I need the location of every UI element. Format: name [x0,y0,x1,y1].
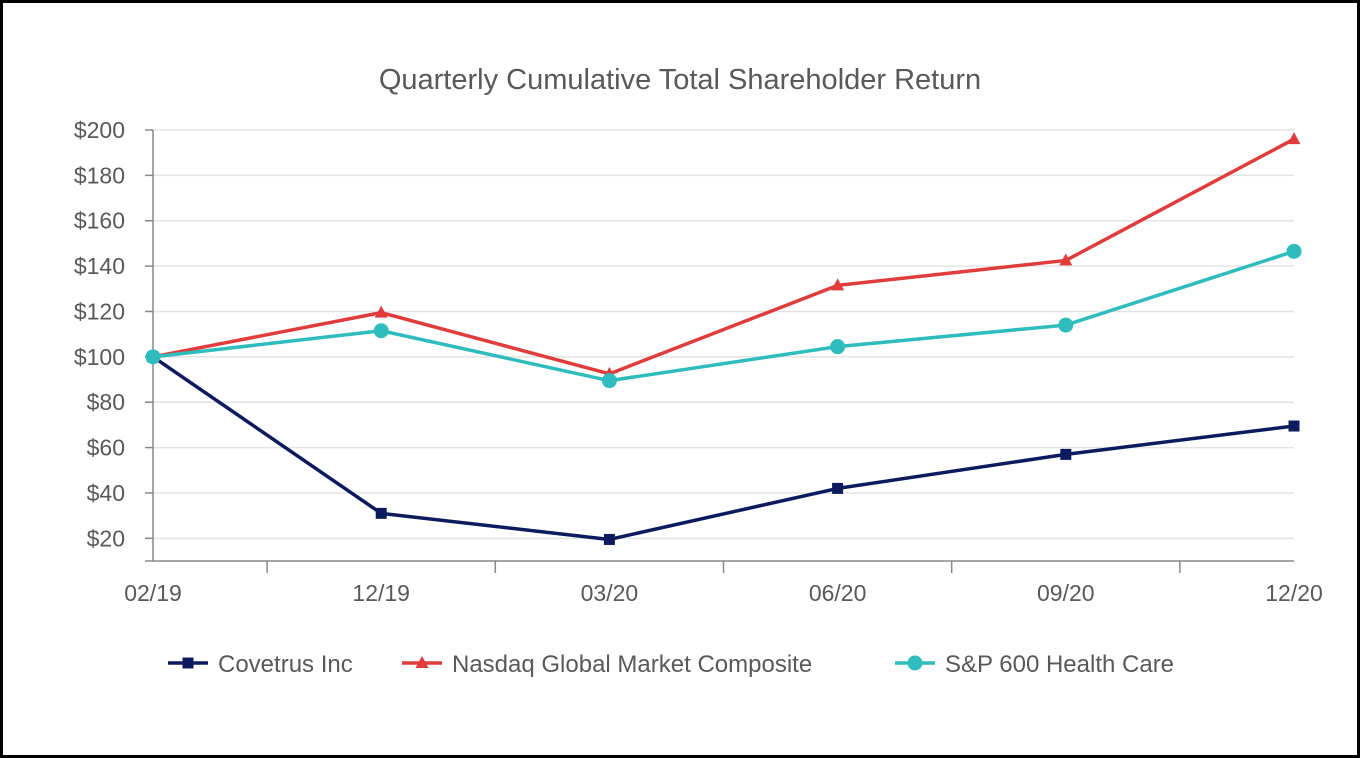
y-tick-label: $40 [87,480,125,506]
data-point [1286,243,1302,259]
data-point [145,349,161,365]
legend-marker [415,656,429,668]
data-point [1058,317,1074,333]
data-point [374,305,388,318]
series-lines [145,132,1302,545]
legend: Covetrus Inc Nasdaq Global Market Composi… [168,651,1174,678]
y-tick-label: $80 [87,389,125,415]
series-line [152,137,1295,376]
y-tick-label: $60 [87,435,125,461]
x-tick-label: 02/19 [124,580,182,606]
y-tick-label: $120 [74,298,125,324]
data-point [1287,132,1301,145]
data-point [373,323,389,339]
axes [145,129,1294,573]
x-tick-label: 12/19 [352,580,410,606]
x-axis-tick-labels: 02/19 12/19 03/20 06/20 09/20 12/20 [124,580,1323,606]
series-line [152,249,1295,383]
legend-item: Covetrus Inc [168,651,353,678]
data-point [1059,253,1073,266]
legend-item: Nasdaq Global Market Composite [402,651,812,678]
y-tick-label: $160 [74,208,125,234]
y-tick-label: $140 [74,253,125,279]
gridlines [153,129,1294,540]
x-tick-label: 12/20 [1265,580,1323,606]
series-triangle [146,132,1301,379]
data-point [831,278,845,291]
legend-item: S&P 600 Health Care [895,651,1174,678]
legend-label: Nasdaq Global Market Composite [452,651,812,678]
y-tick-label: $180 [74,162,125,188]
data-point [830,339,846,355]
data-point [603,533,615,545]
legend-marker [182,657,194,669]
chart-title: Quarterly Cumulative Total Shareholder R… [379,64,981,96]
y-tick-label: $200 [74,117,125,143]
y-tick-label: $100 [74,344,125,370]
y-axis-tick-labels: $20 $40 $60 $80 $100 $120 $140 $160 $180 $200 [74,117,125,551]
y-tick-label: $20 [87,525,125,551]
x-tick-label: 06/20 [809,580,867,606]
data-point [375,507,387,519]
x-tick-label: 03/20 [581,580,639,606]
data-point [1288,420,1300,432]
x-tick-label: 09/20 [1037,580,1095,606]
series-circle [145,243,1302,389]
data-point [601,373,617,389]
legend-label: Covetrus Inc [218,651,353,678]
legend-marker [907,655,923,671]
data-point [832,482,844,494]
legend-label: S&P 600 Health Care [945,651,1174,678]
series-line [152,355,1295,542]
data-point [1060,448,1072,460]
